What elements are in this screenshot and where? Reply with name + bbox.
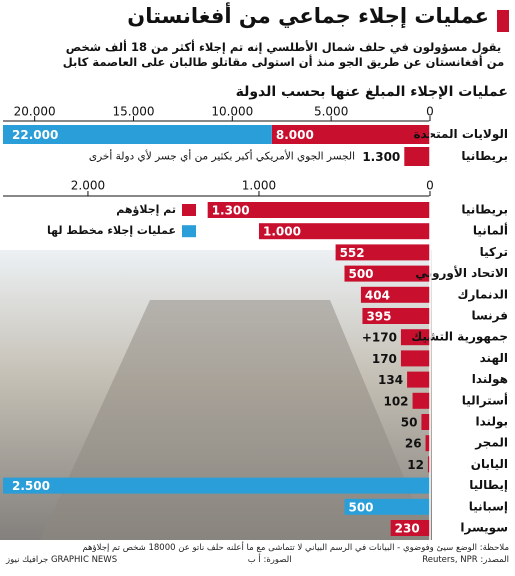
bar	[407, 371, 430, 388]
category-label: اليابان	[471, 457, 508, 471]
legend-label: تم إجلاؤهم	[116, 203, 176, 216]
bar	[390, 520, 430, 536]
value-label: 1.300	[212, 204, 250, 218]
category-label: بولندا	[476, 415, 508, 430]
footer: ملاحظة: الوضع سيئ وفوضوي - البيانات في ا…	[6, 542, 509, 566]
value-label: 26	[405, 437, 422, 451]
category-label: إيطاليا	[469, 478, 508, 492]
category-label: فرنسا	[471, 309, 508, 323]
bar	[427, 456, 430, 473]
x-tick-label: 0	[426, 179, 434, 193]
value-label: 22.000	[12, 128, 58, 142]
bar	[400, 350, 430, 367]
bar	[425, 435, 430, 452]
bar	[344, 498, 430, 515]
legend-label: عمليات إجلاء مخطط لها	[47, 224, 176, 237]
title-accent	[497, 10, 509, 32]
category-label: هولندا	[472, 372, 508, 387]
bar	[258, 223, 430, 240]
footer-photo: الصورة: أ ب	[247, 555, 292, 565]
value-label: 12	[407, 458, 424, 472]
bar	[271, 125, 430, 144]
value-label: 500	[348, 267, 373, 281]
bar	[412, 392, 430, 409]
legend-swatch	[182, 225, 196, 238]
category-label: الاتحاد الأوروبي	[415, 265, 508, 281]
footer-credit: GRAPHIC NEWS جرافيك نيوز	[6, 555, 118, 565]
value-label: 50	[401, 416, 418, 430]
value-label: 8.000	[276, 128, 314, 142]
category-label: الهند	[480, 351, 508, 365]
bar	[360, 286, 430, 303]
category-label: أستراليا	[462, 392, 508, 407]
bar	[344, 265, 430, 282]
bar	[3, 477, 430, 494]
category-label: الدنمارك	[457, 287, 508, 301]
bar	[362, 308, 430, 324]
annotation: الجسر الجوي الأمريكي أكبر بكثير من أي جس…	[89, 149, 355, 163]
x-tick-label: 0	[426, 105, 434, 119]
category-label: ألمانيا	[473, 223, 508, 238]
bars	[3, 202, 430, 536]
value-label: 170	[372, 352, 397, 366]
title: عمليات إجلاء جماعي من أفغانستان	[127, 4, 489, 28]
footer-row: المصدر: Reuters, NPR الصورة: أ ب GRAPHIC…	[6, 554, 509, 566]
category-label: الولايات المتحدة	[413, 127, 508, 142]
category-label: جمهورية التشيك	[411, 330, 508, 345]
bar	[421, 414, 430, 430]
value-label: 500	[348, 500, 373, 514]
bar	[335, 244, 430, 261]
legend-swatch	[182, 204, 196, 216]
bars	[3, 125, 430, 166]
subtitle: يقول مسؤولون في حلف شمال الأطلسي إنه تم …	[62, 40, 505, 69]
category-label: المجر	[474, 436, 508, 450]
bar	[207, 202, 430, 218]
footer-source: المصدر: Reuters, NPR	[422, 555, 509, 565]
value-label: 102	[383, 394, 408, 408]
value-label: 2.500	[12, 479, 50, 493]
x-tick-label: 2.000	[71, 179, 105, 193]
bar	[404, 147, 430, 166]
category-label: تركيا	[480, 245, 508, 259]
bar	[400, 329, 430, 346]
chart-title: عمليات الإجلاء المبلغ عنها بحسب الدولة	[236, 84, 508, 100]
footer-note: ملاحظة: الوضع سيئ وفوضوي - البيانات في ا…	[82, 543, 509, 553]
value-label: 1.300	[362, 150, 400, 164]
x-tick-label: 20.000	[14, 105, 56, 119]
value-label: 1.000	[263, 225, 301, 239]
value-label: 404	[365, 288, 390, 302]
bar	[3, 125, 272, 144]
value-label: 552	[340, 246, 365, 260]
x-tick-label: 10.000	[211, 105, 253, 119]
value-label: +170	[362, 331, 397, 345]
category-label: بريطانيا	[461, 149, 508, 163]
category-label: سويسرا	[460, 521, 508, 536]
value-label: 230	[395, 522, 420, 536]
value-label: 134	[378, 373, 403, 387]
category-label: بريطانيا	[461, 203, 508, 217]
value-label: 395	[366, 310, 391, 324]
x-tick-label: 5.000	[314, 105, 348, 119]
x-tick-label: 15.000	[112, 105, 154, 119]
x-tick-label: 1.000	[242, 179, 276, 193]
category-label: إسبانيا	[469, 499, 508, 513]
